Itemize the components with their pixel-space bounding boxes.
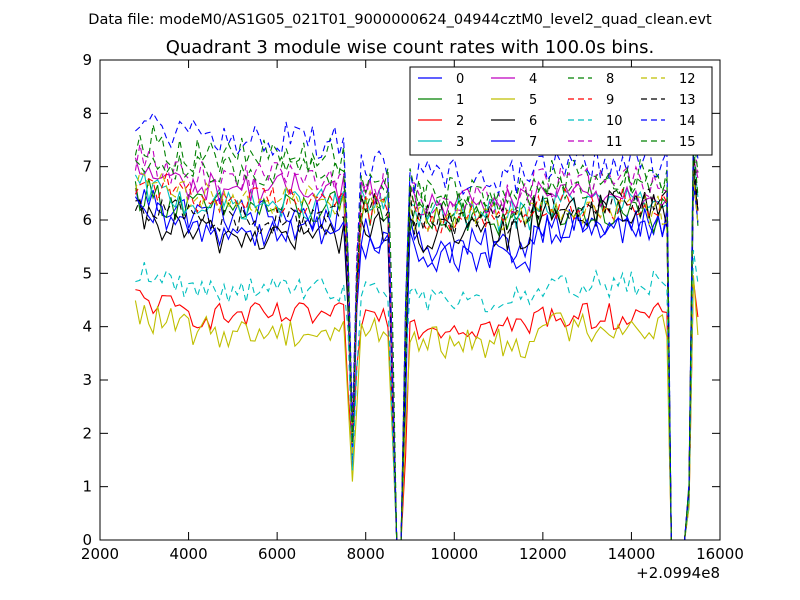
legend-label: 11 <box>606 135 623 150</box>
legend-label: 10 <box>606 114 623 129</box>
y-tick-label: 3 <box>82 371 92 389</box>
series-line-7 <box>134 179 699 540</box>
figure-suptitle: Data file: modeM0/AS1G05_021T01_90000006… <box>88 12 712 28</box>
y-tick-label: 4 <box>82 318 92 336</box>
legend-label: 2 <box>456 114 464 129</box>
x-tick-label: 12000 <box>519 545 567 563</box>
y-tick-label: 7 <box>82 158 92 176</box>
x-offset-label: +2.0994e8 <box>636 564 720 582</box>
legend-label: 1 <box>456 93 464 108</box>
y-tick-label: 5 <box>82 264 92 282</box>
legend-label: 15 <box>679 135 696 150</box>
legend-label: 0 <box>456 72 464 87</box>
series-line-14 <box>135 111 699 540</box>
legend-label: 5 <box>529 93 537 108</box>
legend-label: 9 <box>606 93 614 108</box>
y-tick-label: 9 <box>82 51 92 69</box>
y-tick-label: 0 <box>82 531 92 549</box>
x-tick-label: 6000 <box>258 545 296 563</box>
y-tick-label: 8 <box>82 104 92 122</box>
legend-label: 13 <box>679 93 696 108</box>
series-line-0 <box>134 187 699 540</box>
y-tick-label: 6 <box>82 211 92 229</box>
legend-label: 6 <box>529 114 537 129</box>
x-tick-label: 4000 <box>169 545 207 563</box>
series-line-10 <box>135 249 699 540</box>
axis-ticks: 2000 4000 6000 8000 10000 12000 14000 160000123… <box>81 51 744 563</box>
legend-label: 12 <box>679 72 696 87</box>
series-line-8 <box>134 124 699 540</box>
x-tick-label: 10000 <box>430 545 478 563</box>
legend-label: 3 <box>456 135 464 150</box>
legend-label: 7 <box>529 135 537 150</box>
legend-label: 4 <box>529 72 537 87</box>
series-line-15 <box>135 133 699 540</box>
y-tick-label: 2 <box>82 424 92 442</box>
series-layer <box>134 111 699 540</box>
series-line-5 <box>134 275 699 540</box>
legend-label: 8 <box>606 72 614 87</box>
chart-title: Quadrant 3 module wise count rates with … <box>166 37 655 58</box>
x-tick-label: 14000 <box>608 545 656 563</box>
x-tick-label: 8000 <box>347 545 385 563</box>
x-tick-label: 16000 <box>696 545 744 563</box>
series-line-13 <box>134 154 699 540</box>
plot-frame <box>99 59 721 541</box>
series-line-4 <box>134 157 699 540</box>
legend-label: 14 <box>679 114 696 129</box>
legend-box <box>409 66 713 156</box>
x-tick-label: 2000 <box>81 545 119 563</box>
series-line-2 <box>135 279 699 540</box>
series-line-12 <box>134 171 699 540</box>
y-tick-label: 1 <box>82 478 92 496</box>
series-line-11 <box>134 132 699 540</box>
series-line-9 <box>134 153 699 540</box>
